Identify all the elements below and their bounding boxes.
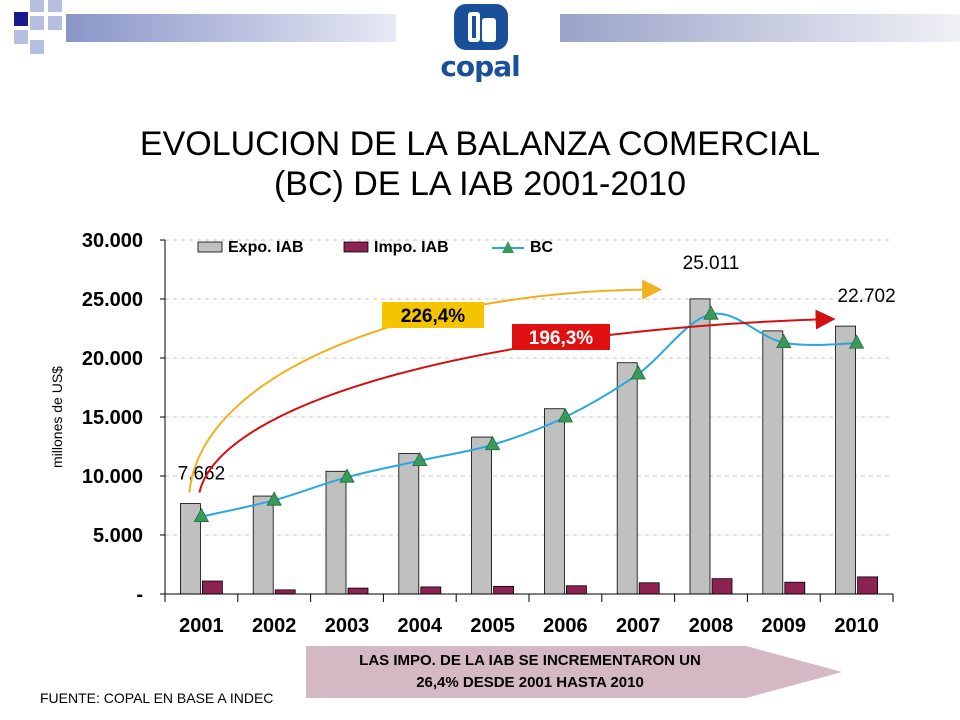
pct-box-expo <box>382 302 484 328</box>
bc-marker-2004 <box>412 451 428 467</box>
page-title-line1: EVOLUCION DE LA BALANZA COMERCIAL <box>139 125 821 163</box>
bc-marker-2001 <box>193 507 210 522</box>
y-tick-label: 25.000 <box>82 289 143 311</box>
value-label-2010: 22.702 <box>838 286 896 307</box>
y-tick-label: 15.000 <box>82 407 143 429</box>
bar-expo-2004 <box>398 453 420 595</box>
bar-expo-2003 <box>325 470 347 595</box>
legend-swatch-impo <box>343 241 369 253</box>
copal-logo-mark <box>454 4 508 50</box>
pct-label-expo: 226,4% <box>401 306 466 327</box>
y-tick-label: 30.000 <box>82 230 143 252</box>
bar-impo-2006 <box>566 585 587 595</box>
bar-impo-2004 <box>420 586 442 595</box>
source-note: FUENTE: COPAL EN BASE A INDEC <box>40 690 274 706</box>
bar-impo-2002 <box>274 589 296 595</box>
x-tick-label: 2008 <box>689 615 734 637</box>
bc-marker-2006 <box>557 408 574 423</box>
legend-label-expo: Expo. IAB <box>228 239 304 256</box>
bar-impo-2007 <box>638 582 660 595</box>
bar-expo-2010 <box>835 325 856 595</box>
bar-expo-2007 <box>616 362 638 595</box>
header-gradient-bar-right <box>560 14 960 42</box>
corner-square-light <box>14 30 28 44</box>
corner-square-light <box>48 0 62 12</box>
x-tick-label: 2004 <box>398 615 443 637</box>
x-tick-label: 2006 <box>543 615 588 637</box>
header-gradient-bar-left <box>66 14 396 42</box>
x-tick-label: 2003 <box>325 615 370 637</box>
bc-marker-2009 <box>776 333 792 349</box>
bar-expo-2009 <box>762 330 784 595</box>
bc-marker-2005 <box>484 435 501 451</box>
bar-expo-2005 <box>471 436 493 595</box>
bar-expo-2006 <box>544 408 565 595</box>
y-tick-label: 10.000 <box>82 466 143 488</box>
y-tick-label: - <box>136 584 143 606</box>
bc-marker-2002 <box>266 491 282 506</box>
banner-arrow-shape <box>306 646 842 698</box>
banner-line2: 26,4% DESDE 2001 HASTA 2010 <box>416 674 644 691</box>
value-label-2001: 7.662 <box>178 464 226 485</box>
bar-impo-2005 <box>493 585 515 595</box>
corner-square-light <box>30 16 44 30</box>
y-axis-label: millones de US$ <box>49 366 65 468</box>
value-label-2008: 25.011 <box>683 253 740 274</box>
corner-square-light <box>30 0 44 12</box>
bar-expo-2002 <box>252 495 274 595</box>
x-tick-label: 2010 <box>834 615 879 637</box>
bar-impo-2010 <box>857 576 878 595</box>
pct-label-bc: 196,3% <box>529 328 594 349</box>
corner-square-light <box>30 40 44 54</box>
legend-label-impo: Impo. IAB <box>374 239 449 256</box>
y-tick-label: 5.000 <box>93 525 143 547</box>
x-tick-label: 2007 <box>616 615 661 637</box>
banner-line1: LAS IMPO. DE LA IAB SE INCREMENTARON UN <box>359 652 701 669</box>
bar-impo-2001 <box>201 580 223 595</box>
growth-arrow-expo <box>188 279 663 493</box>
bar-impo-2003 <box>347 587 369 595</box>
bar-impo-2009 <box>784 581 806 595</box>
pct-box-bc <box>512 324 610 350</box>
growth-arrow-bc <box>198 309 836 493</box>
page-title-line2: (BC) DE LA IAB 2001-2010 <box>273 165 686 203</box>
corner-square-light <box>48 16 62 30</box>
bc-marker-2003 <box>339 468 355 483</box>
banner-text: LAS IMPO. DE LA IAB SE INCREMENTARON UN … <box>310 650 750 694</box>
legend-swatch-expo <box>197 241 223 253</box>
bc-series-line <box>201 312 857 518</box>
bc-marker-2010 <box>848 334 865 349</box>
y-tick-label: 20.000 <box>82 348 143 370</box>
logo-wordmark: copal <box>440 50 520 83</box>
x-tick-label: 2005 <box>470 615 515 637</box>
legend-marker-bc <box>502 241 514 253</box>
bc-marker-2008 <box>703 305 719 320</box>
x-tick-label: 2009 <box>762 615 807 637</box>
bar-expo-2008 <box>689 298 711 595</box>
legend-label-bc: BC <box>530 239 554 256</box>
bar-impo-2008 <box>711 578 733 595</box>
bc-marker-2007 <box>630 365 646 380</box>
corner-square-dark <box>14 12 28 26</box>
x-tick-label: 2001 <box>179 615 224 637</box>
x-tick-label: 2002 <box>252 615 297 637</box>
